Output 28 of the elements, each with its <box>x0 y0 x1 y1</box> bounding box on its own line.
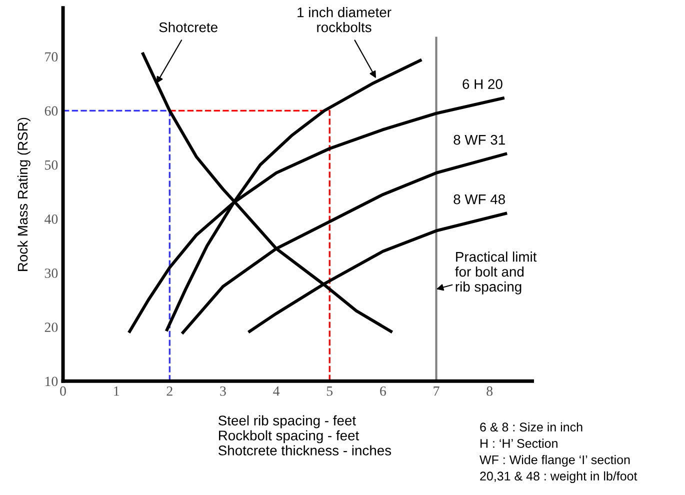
x-tick-label: 8 <box>486 386 493 396</box>
x-axis-title: Steel rib spacing - feet Rockbolt spacing - feet Shotcrete thickness - inches <box>218 415 392 456</box>
y-tick-label: 50 <box>45 160 58 170</box>
y-axis-title: Rock Mass Rating (RSR) <box>17 118 30 271</box>
y-tick-label: 20 <box>44 322 58 332</box>
annotation: 1 inch diameter rockbolts <box>298 7 392 32</box>
text: H : ‘H’ Section <box>480 438 558 448</box>
x-tick-label: 3 <box>220 386 226 396</box>
y-tick-label: 70 <box>45 52 58 62</box>
text: 20,31 & 48 : weight in lb/foot <box>480 471 638 484</box>
y-tick-label: 30 <box>44 268 58 278</box>
series-label: 6 H 20 <box>462 79 502 90</box>
x-tick-label: 6 <box>380 386 386 396</box>
y-tick-label: 10 <box>45 376 58 386</box>
x-tick-label: 1 <box>114 386 119 396</box>
ref-line-label: Practical limit for bolt and rib spacing <box>455 252 537 294</box>
text: WF : Wide flange ‘I’ section <box>480 455 630 467</box>
y-tick-label: 40 <box>44 214 58 224</box>
series-label: 8 WF 31 <box>454 134 505 145</box>
x-tick-label: 2 <box>166 386 172 396</box>
x-tick-label: 5 <box>326 386 333 396</box>
text: 6 & 8 : Size in inch <box>480 422 582 432</box>
x-tick-label: 0 <box>60 386 66 396</box>
y-tick-label: 60 <box>44 106 58 116</box>
annotation: Shotcrete <box>159 22 218 32</box>
x-tick-label: 4 <box>273 386 280 396</box>
series-label: 8 WF 48 <box>454 194 505 204</box>
x-tick-label: 7 <box>434 386 440 396</box>
